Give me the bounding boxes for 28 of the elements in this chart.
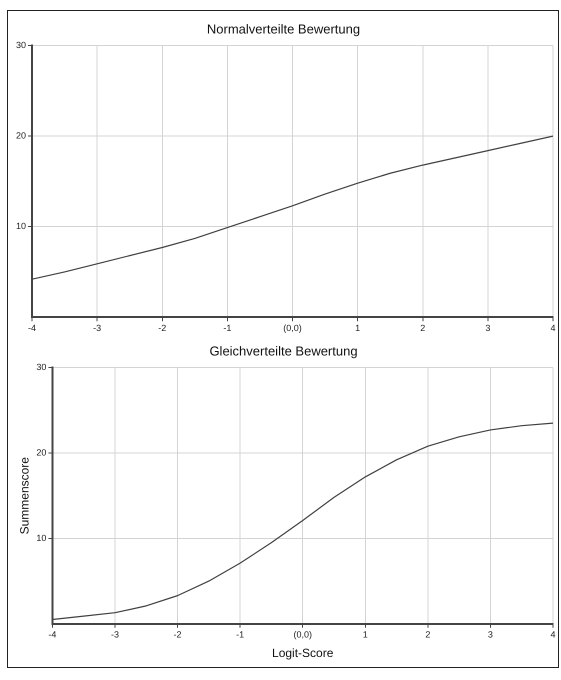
x-tick-label: 2 [420,323,426,334]
chart-title: Normalverteilte Bewertung [206,21,360,36]
x-tick-label: -2 [174,630,182,640]
x-tick-label: (0,0) [293,630,312,640]
x-tick-label: -3 [93,323,102,334]
x-tick-label: 2 [425,630,430,640]
x-tick-label: -4 [48,630,56,640]
x-tick-label: 1 [355,323,360,334]
x-tick-label: -1 [223,323,232,334]
y-tick-label: 30 [36,362,46,372]
x-tick-label: -4 [28,323,36,334]
x-tick-label: 3 [485,323,490,334]
x-tick-label: (0,0) [283,323,302,334]
y-tick-label: 10 [16,221,26,232]
y-tick-label: 20 [16,130,26,141]
x-tick-label: 4 [550,630,556,640]
x-tick-label: -1 [236,630,244,640]
x-tick-label: -3 [110,630,119,640]
y-tick-label: 10 [36,532,46,543]
x-tick-label: 3 [488,630,493,640]
y-tick-label: 20 [36,447,46,458]
x-tick-label: -2 [158,323,166,334]
x-tick-label: 4 [550,323,556,334]
y-tick-label: 30 [16,40,26,50]
chart-title: Gleichverteilte Bewertung [209,343,358,358]
y-axis-title: Summenscore [18,456,32,534]
x-tick-label: 1 [362,630,368,640]
x-axis-title: Logit-Score [272,646,334,660]
